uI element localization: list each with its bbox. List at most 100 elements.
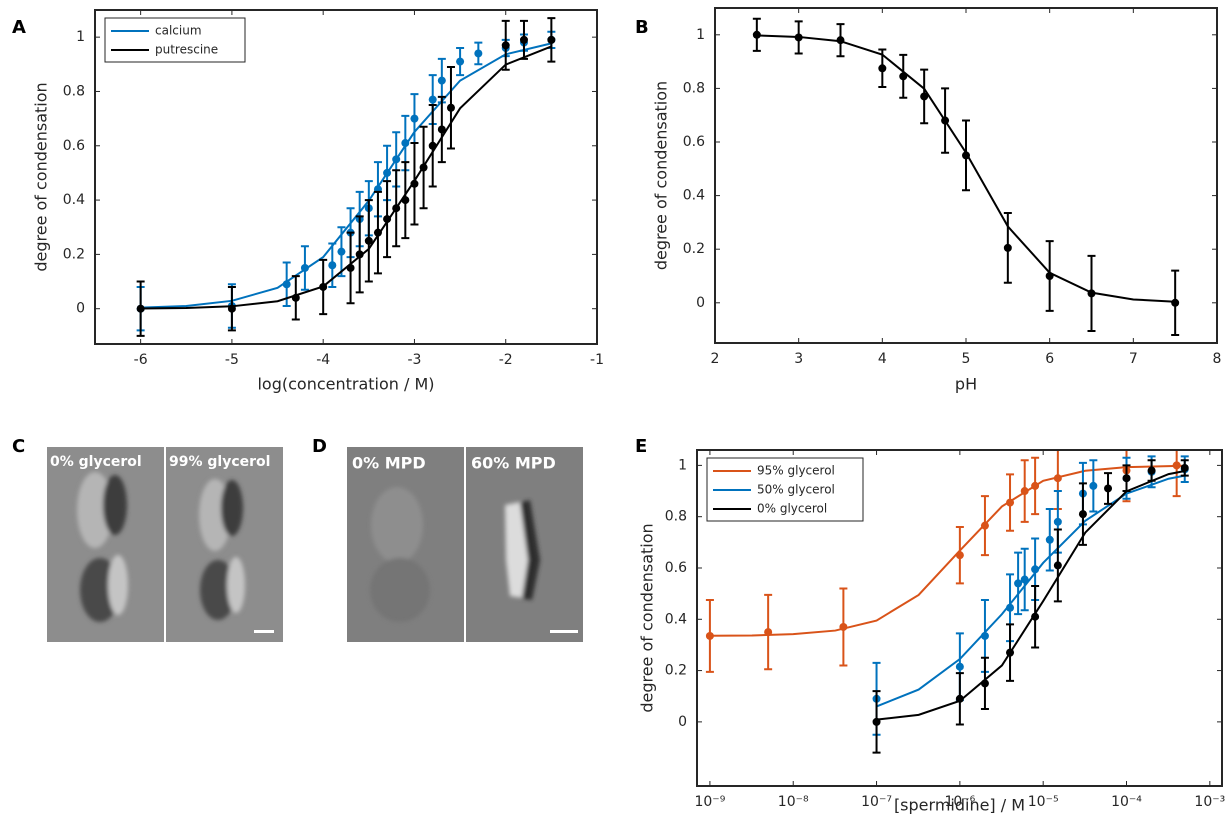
y-axis-label: degree of condensation bbox=[32, 82, 51, 271]
data-point bbox=[1020, 575, 1029, 584]
x-tick-label: 5 bbox=[962, 351, 971, 367]
data-point bbox=[1006, 648, 1015, 657]
y-tick-label: 0.4 bbox=[63, 192, 85, 208]
x-axis-label: pH bbox=[955, 375, 977, 394]
y-tick-label: 0.6 bbox=[683, 134, 705, 150]
data-point bbox=[962, 151, 970, 160]
x-tick-label: 10⁻⁸ bbox=[778, 794, 809, 810]
data-point bbox=[547, 35, 556, 44]
fit-line bbox=[140, 45, 552, 310]
data-point bbox=[337, 247, 346, 256]
data-point bbox=[980, 521, 989, 530]
y-tick-label: 0.8 bbox=[665, 509, 687, 525]
data-point bbox=[920, 92, 929, 101]
data-point bbox=[1172, 461, 1181, 470]
data-point bbox=[410, 179, 419, 188]
panel-letter: A bbox=[12, 17, 26, 38]
axes-box bbox=[714, 7, 1218, 344]
image-label: 60% MPD bbox=[471, 454, 556, 473]
data-point bbox=[319, 282, 328, 291]
data-point bbox=[836, 36, 845, 45]
data-point bbox=[392, 155, 401, 164]
x-tick-label: -4 bbox=[316, 352, 330, 368]
image-label: 0% glycerol bbox=[50, 454, 142, 470]
x-tick-label: 10⁻⁷ bbox=[861, 794, 892, 810]
x-tick-label: 10⁻⁵ bbox=[1028, 794, 1059, 810]
x-tick-label: -5 bbox=[225, 352, 239, 368]
legend-box bbox=[104, 17, 246, 63]
micrograph-c bbox=[47, 447, 283, 642]
y-tick-label: 0.4 bbox=[683, 188, 705, 204]
data-point bbox=[705, 631, 714, 640]
data-point bbox=[1003, 243, 1012, 252]
data-point bbox=[446, 103, 455, 112]
x-tick-label: 10⁻⁴ bbox=[1111, 794, 1142, 810]
y-tick-label: 1 bbox=[76, 29, 85, 45]
panel-letter: B bbox=[635, 17, 649, 38]
data-point bbox=[1031, 565, 1040, 574]
y-tick-label: 1 bbox=[678, 457, 687, 473]
legend-label: 50% glycerol bbox=[757, 483, 835, 497]
data-point bbox=[227, 304, 236, 313]
data-point bbox=[437, 125, 446, 134]
data-point bbox=[899, 72, 908, 81]
data-point bbox=[1171, 298, 1180, 307]
y-tick-label: 0.6 bbox=[665, 560, 687, 576]
panel-letter: C bbox=[12, 436, 25, 457]
x-tick-label: 2 bbox=[711, 351, 720, 367]
x-tick-label: 10⁻⁶ bbox=[944, 794, 975, 810]
data-point bbox=[364, 236, 373, 245]
micrograph-d bbox=[347, 447, 583, 642]
data-point bbox=[300, 263, 309, 272]
y-tick-label: 0.8 bbox=[683, 80, 705, 96]
y-tick-label: 0.2 bbox=[63, 246, 85, 262]
image-label: 0% MPD bbox=[352, 454, 426, 473]
x-tick-label: 6 bbox=[1045, 351, 1054, 367]
data-point bbox=[1087, 289, 1096, 298]
x-axis-label: log(concentration / M) bbox=[257, 375, 434, 394]
data-point bbox=[872, 717, 881, 726]
data-point bbox=[282, 280, 291, 289]
data-point bbox=[501, 41, 510, 50]
data-point bbox=[419, 163, 428, 172]
y-tick-label: 1 bbox=[696, 27, 705, 43]
data-point bbox=[328, 261, 337, 270]
data-point bbox=[410, 114, 419, 123]
legend-label: 0% glycerol bbox=[757, 502, 827, 516]
data-point bbox=[1078, 510, 1087, 519]
y-tick-label: 0.2 bbox=[665, 663, 687, 679]
x-tick-label: -1 bbox=[590, 352, 604, 368]
fit-line bbox=[876, 474, 1185, 708]
legend-label: putrescine bbox=[155, 43, 218, 57]
data-point bbox=[1053, 561, 1062, 570]
data-point bbox=[955, 694, 964, 703]
data-point bbox=[428, 141, 437, 150]
y-tick-label: 0 bbox=[76, 301, 85, 317]
x-tick-label: 4 bbox=[878, 351, 887, 367]
data-point bbox=[955, 551, 964, 560]
data-point bbox=[1020, 487, 1029, 496]
data-point bbox=[136, 304, 145, 313]
data-point bbox=[955, 662, 964, 671]
data-point bbox=[392, 204, 401, 213]
data-point bbox=[794, 33, 803, 42]
data-point bbox=[373, 228, 382, 237]
x-tick-label: 3 bbox=[794, 351, 803, 367]
x-tick-label: -2 bbox=[499, 352, 513, 368]
data-point bbox=[383, 215, 392, 224]
data-point bbox=[428, 95, 437, 104]
legend-label: 95% glycerol bbox=[757, 464, 835, 478]
data-point bbox=[1031, 612, 1040, 621]
data-point bbox=[1180, 463, 1189, 472]
data-point bbox=[383, 168, 392, 177]
data-point bbox=[1053, 517, 1062, 526]
data-point bbox=[401, 196, 410, 205]
data-point bbox=[839, 622, 848, 631]
axes-box bbox=[696, 449, 1223, 787]
data-point bbox=[980, 679, 989, 688]
y-tick-label: 0.2 bbox=[683, 241, 705, 257]
data-point bbox=[941, 116, 950, 125]
plot-area bbox=[95, 10, 597, 344]
image-label: 99% glycerol bbox=[169, 454, 270, 470]
